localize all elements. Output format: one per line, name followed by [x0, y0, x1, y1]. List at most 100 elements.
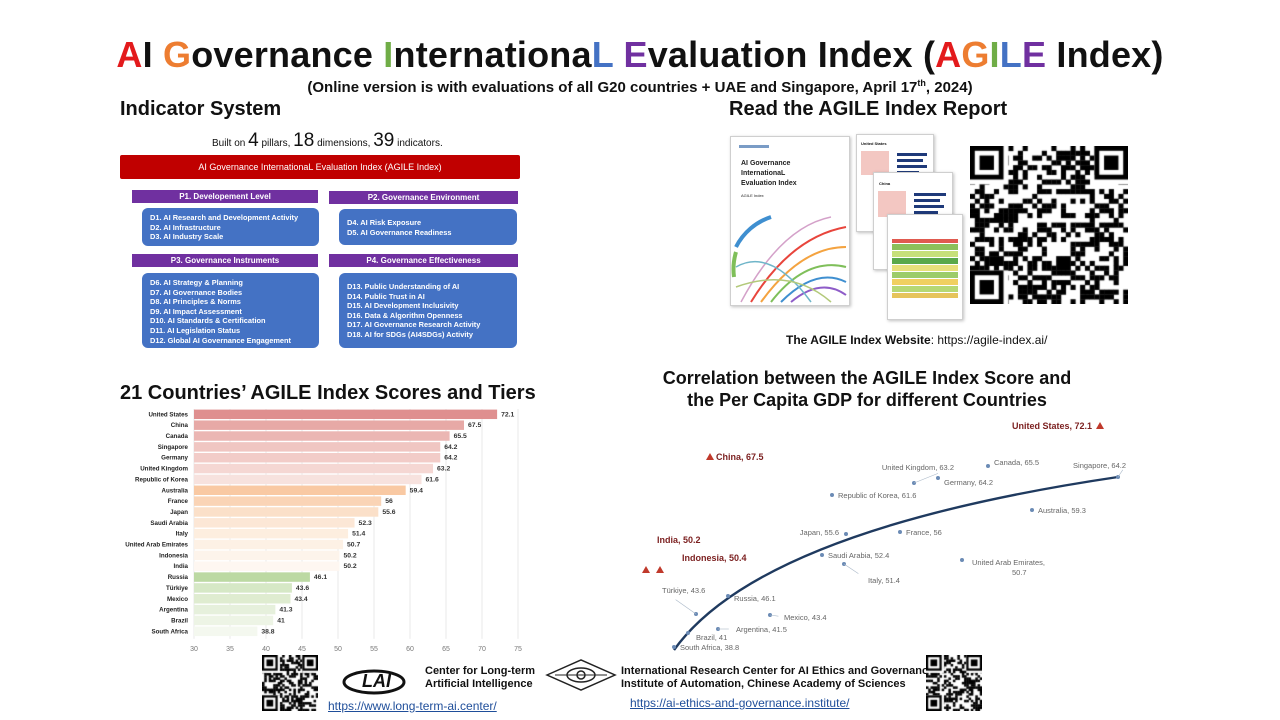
bar-value-label: 56	[385, 498, 393, 505]
pillar-4-title: P4. Governance Effectiveness	[329, 254, 518, 267]
pillar-1-box: D1. AI Research and Development Activity…	[142, 208, 319, 246]
bar-category-label: United Arab Emirates	[125, 542, 188, 549]
footer-qr-right[interactable]	[926, 655, 982, 716]
bar-value-label: 38.8	[261, 628, 274, 635]
bar-value-label: 65.5	[454, 433, 467, 440]
x-tick-label: 55	[370, 646, 378, 653]
bar-value-label: 43.6	[296, 585, 309, 592]
report-heading: Read the AGILE Index Report	[729, 98, 1008, 120]
scatter-point-label: Republic of Korea, 61.6	[838, 491, 916, 500]
correlation-heading: Correlation between the AGILE Index Scor…	[662, 368, 1072, 410]
bar-value-label: 55.6	[382, 509, 395, 516]
bar-value-label: 63.2	[437, 466, 450, 473]
bar-value-label: 50.7	[347, 542, 360, 549]
x-tick-label: 75	[514, 646, 522, 653]
pillar-3-box: D6. AI Strategy & Planning D7. AI Govern…	[142, 273, 319, 348]
bar-category-label: India	[174, 563, 189, 570]
bar	[194, 507, 379, 517]
scatter-point-label: United Arab Emirates, 50.7	[972, 558, 1045, 577]
bar-category-label: Indonesia	[159, 552, 188, 559]
bar	[194, 453, 441, 463]
bar-category-label: Argentina	[159, 607, 188, 614]
scatter-point-label: Brazil, 41	[696, 633, 727, 642]
org1-link[interactable]: https://www.long-term-ai.center/	[328, 699, 497, 713]
scatter-point-label: Australia, 59.3	[1038, 506, 1086, 515]
lai-logo: LAI	[342, 669, 406, 695]
report-page-table[interactable]	[887, 214, 963, 320]
bar	[194, 550, 340, 561]
title-fragment: E	[1021, 34, 1047, 75]
bar-category-label: China	[171, 422, 189, 429]
dimension-item: D3. AI Industry Scale	[150, 232, 224, 242]
dimension-item: D14. Public Trust in AI	[347, 291, 425, 301]
title-fragment: nternationa	[393, 34, 592, 75]
page-heatmap-graphic	[892, 239, 958, 298]
title-fragment: overnance	[191, 34, 384, 75]
bar-value-label: 64.2	[444, 455, 457, 462]
page-subtitle: (Online version is with evaluations of a…	[307, 78, 973, 96]
report-cover[interactable]: AI Governance InternationaL Evaluation I…	[730, 136, 850, 306]
scatter-point-label: Germany, 64.2	[944, 478, 993, 487]
built-on-text: Built on 4 pillars, 18 dimensions, 39 in…	[212, 130, 443, 151]
x-tick-label: 40	[262, 646, 270, 653]
scatter-point-label: United Kingdom, 63.2	[882, 463, 954, 472]
bar-value-label: 59.4	[410, 487, 423, 494]
bar	[194, 583, 292, 593]
title-fragment: A	[935, 34, 962, 75]
dimension-item: D4. AI Risk Exposure	[347, 218, 422, 227]
scores-heading: 21 Countries’ AGILE Index Scores and Tie…	[120, 382, 536, 404]
bar-category-label: United Kingdom	[140, 466, 188, 473]
bar	[194, 485, 406, 495]
scatter-point-highlight	[656, 566, 664, 573]
dimension-item: D10. AI Standards & Certification	[150, 316, 266, 326]
bar-value-label: 52.3	[359, 520, 372, 527]
pillar-4-box: D13. Public Understanding of AI D14. Pub…	[339, 273, 517, 348]
title-fragment: Index)	[1046, 34, 1164, 75]
bar-category-label: Australia	[162, 487, 189, 494]
page-label: China	[879, 181, 891, 186]
report-qr-code[interactable]	[970, 146, 1128, 309]
cover-line: InternationaL	[741, 170, 786, 177]
bar-value-label: 43.4	[294, 596, 307, 603]
lai-logo-text: LAI	[362, 671, 392, 691]
scatter-point	[844, 532, 848, 536]
scatter-point	[898, 530, 902, 534]
dimension-item: D18. AI for SDGs (AI4SDGs) Activity	[347, 329, 473, 339]
iacas-logo	[545, 659, 617, 691]
cover-subtitle: AGILE Index	[741, 193, 764, 198]
x-tick-label: 30	[190, 646, 198, 653]
scatter-point	[686, 631, 690, 635]
indicator-system-heading: Indicator System	[120, 98, 282, 120]
dimension-item: D2. AI Infrastructure	[150, 222, 221, 232]
scatter-point	[936, 476, 940, 480]
bar-category-label: Türkiye	[166, 585, 189, 592]
correlation-scatter-chart: United States, 72.1 China, 67.5 Canada, 65…	[642, 421, 1126, 652]
scatter-point	[672, 645, 676, 649]
scatter-point-label: Indonesia, 50.4	[682, 553, 747, 563]
title-fragment	[613, 34, 623, 75]
bar	[194, 594, 291, 604]
bar-category-label: Canada	[166, 433, 189, 440]
dimension-item: D9. AI Impact Assessment	[150, 306, 242, 316]
bar	[194, 420, 464, 430]
scatter-point	[830, 493, 834, 497]
org2-link[interactable]: https://ai-ethics-and-governance.institu…	[630, 696, 850, 710]
bar-category-label: Russia	[168, 574, 189, 581]
cover-chord-graphic	[731, 215, 847, 303]
org1-name: Center for Long-term Artificial Intellig…	[425, 665, 535, 690]
scatter-point-label: Argentina, 41.5	[736, 625, 787, 634]
bar-category-label: Japan	[170, 509, 188, 516]
dimension-item: D6. AI Strategy & Planning	[150, 278, 243, 287]
title-fragment: G	[961, 34, 990, 75]
bar-value-label: 61.6	[426, 476, 439, 483]
footer-qr-left[interactable]	[262, 655, 318, 716]
dimension-item: D16. Data & Algorithm Openness	[347, 310, 463, 320]
website-link[interactable]: : https://agile-index.ai/	[930, 333, 1048, 347]
pillar-1-title: P1. Developement Level	[132, 190, 318, 203]
scatter-point	[820, 553, 824, 557]
bar	[194, 626, 258, 637]
title-fragment: L	[591, 34, 614, 75]
leader-line	[1117, 469, 1124, 478]
scatter-point-highlight	[642, 566, 650, 573]
bar-category-label: Saudi Arabia	[150, 520, 188, 527]
